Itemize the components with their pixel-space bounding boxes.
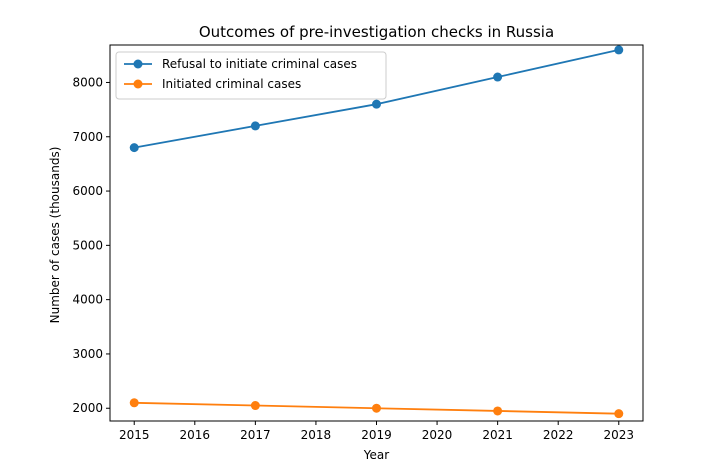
data-point <box>614 45 624 55</box>
data-point <box>614 409 624 419</box>
y-tick-label: 6000 <box>72 184 103 198</box>
x-tick-label: 2022 <box>543 428 574 442</box>
data-point <box>250 401 260 411</box>
y-axis-title: Number of cases (thousands) <box>48 147 62 324</box>
y-tick-label: 5000 <box>72 238 103 252</box>
data-point <box>129 143 139 153</box>
data-point <box>493 406 503 416</box>
data-point <box>250 121 260 131</box>
data-point <box>493 72 503 82</box>
x-tick-label: 2017 <box>240 428 271 442</box>
y-tick-label: 7000 <box>72 130 103 144</box>
x-tick-label: 2023 <box>603 428 634 442</box>
legend-label: Initiated criminal cases <box>162 77 301 91</box>
x-tick-label: 2015 <box>119 428 150 442</box>
legend-swatch-marker <box>133 59 143 69</box>
x-tick-label: 2021 <box>482 428 513 442</box>
x-axis-title: Year <box>363 448 389 462</box>
legend-box <box>115 51 387 100</box>
plot-area: 2015 2016 2017 2018 2019 2020 2021 2022 2023 2000… <box>72 44 644 442</box>
y-tick-label: 8000 <box>72 75 103 89</box>
x-tick-label: 2018 <box>301 428 332 442</box>
data-point <box>129 398 139 408</box>
y-tick-label: 3000 <box>72 347 103 361</box>
y-tick-label: 4000 <box>72 293 103 307</box>
x-tick-label: 2016 <box>180 428 211 442</box>
legend-swatch-marker <box>133 79 143 89</box>
y-tick-label: 2000 <box>72 401 103 415</box>
legend: Refusal to initiate criminal cases Initia… <box>115 51 387 100</box>
legend-label: Refusal to initiate criminal cases <box>162 57 357 71</box>
chart-title: Outcomes of pre-investigation checks in … <box>199 23 554 41</box>
x-tick-label: 2020 <box>422 428 453 442</box>
x-tick-label: 2019 <box>361 428 392 442</box>
data-point <box>372 99 381 109</box>
data-point <box>372 403 381 413</box>
